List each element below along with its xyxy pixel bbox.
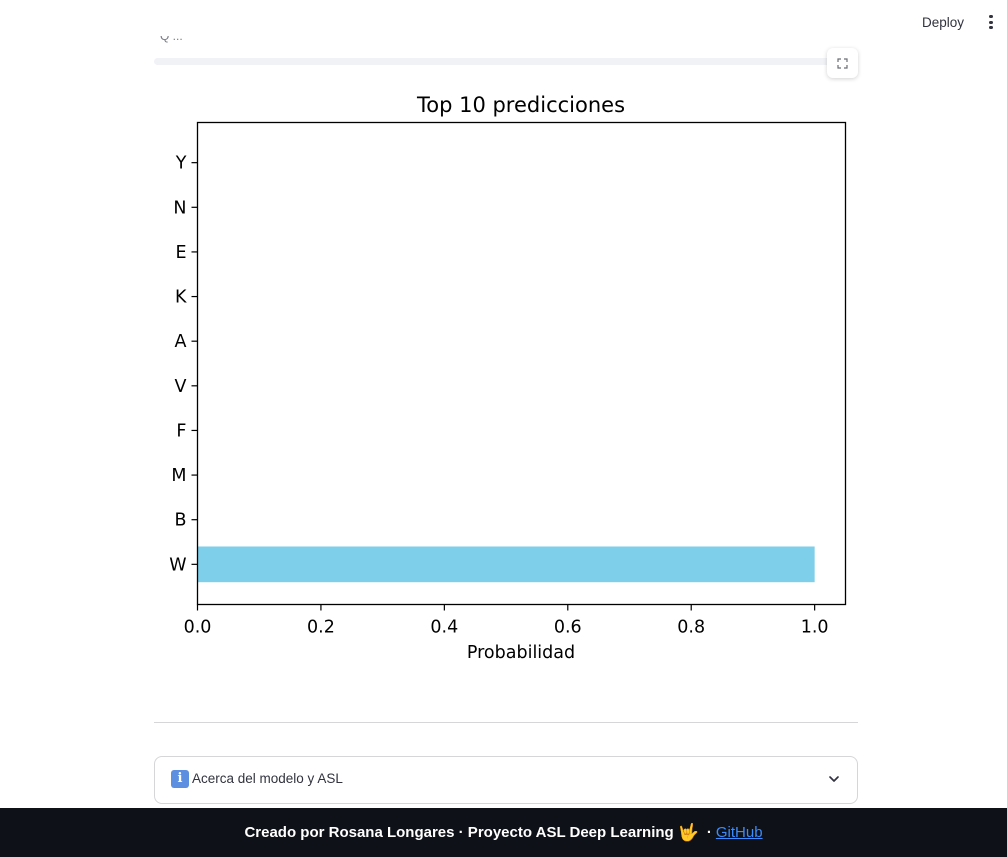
expander-label: Acerca del modelo y ASL — [192, 771, 343, 786]
bar-chart: Top 10 predicciones W B M F V A K E N Y 0.0 0.2 0.4… — [169, 93, 847, 663]
deploy-button[interactable]: Deploy — [922, 15, 965, 30]
y-tick-label: F — [176, 421, 186, 441]
y-tick-label: W — [169, 555, 186, 575]
x-tick-label: 0.6 — [554, 618, 582, 638]
bar-W — [197, 546, 815, 583]
x-tick-label: 0.2 — [307, 618, 335, 638]
about-expander[interactable]: i Acerca del modelo y ASL — [154, 756, 858, 804]
x-tick-label: 0.4 — [430, 618, 458, 638]
y-tick-label: A — [175, 332, 187, 352]
chevron-down-icon — [829, 776, 839, 782]
horizontal-scrollbar[interactable] — [154, 58, 836, 65]
y-tick-label: M — [171, 466, 186, 486]
love-you-hand-icon: 🤟 — [677, 822, 699, 842]
x-tick-label: 0.8 — [677, 618, 705, 638]
y-tick-label: B — [174, 511, 186, 531]
y-tick-label: N — [173, 198, 186, 218]
y-tick-label: V — [175, 377, 187, 397]
partial-caption: Q ... — [160, 36, 183, 48]
y-tick-label: K — [175, 288, 187, 308]
fullscreen-icon — [837, 57, 848, 69]
x-tick-label: 0.0 — [184, 618, 212, 638]
partial-caption-text: Q ... — [160, 36, 183, 43]
info-icon: i — [171, 770, 189, 788]
github-link[interactable]: GitHub — [715, 824, 763, 841]
chart-title: Top 10 predicciones — [416, 93, 625, 117]
x-axis-label: Probabilidad — [467, 643, 575, 663]
x-tick-label: 1.0 — [801, 618, 829, 638]
y-tick-label: Y — [175, 154, 187, 174]
footer-separator: · — [706, 824, 712, 841]
plot-frame — [196, 121, 847, 606]
fullscreen-button[interactable] — [827, 48, 858, 78]
footer-text: Creado por Rosana Longares · Proyecto AS… — [244, 824, 674, 841]
y-tick-label: E — [175, 243, 186, 263]
footer: Creado por Rosana Longares · Proyecto AS… — [0, 808, 1007, 857]
kebab-menu-icon[interactable] — [983, 13, 999, 33]
divider — [154, 722, 858, 723]
